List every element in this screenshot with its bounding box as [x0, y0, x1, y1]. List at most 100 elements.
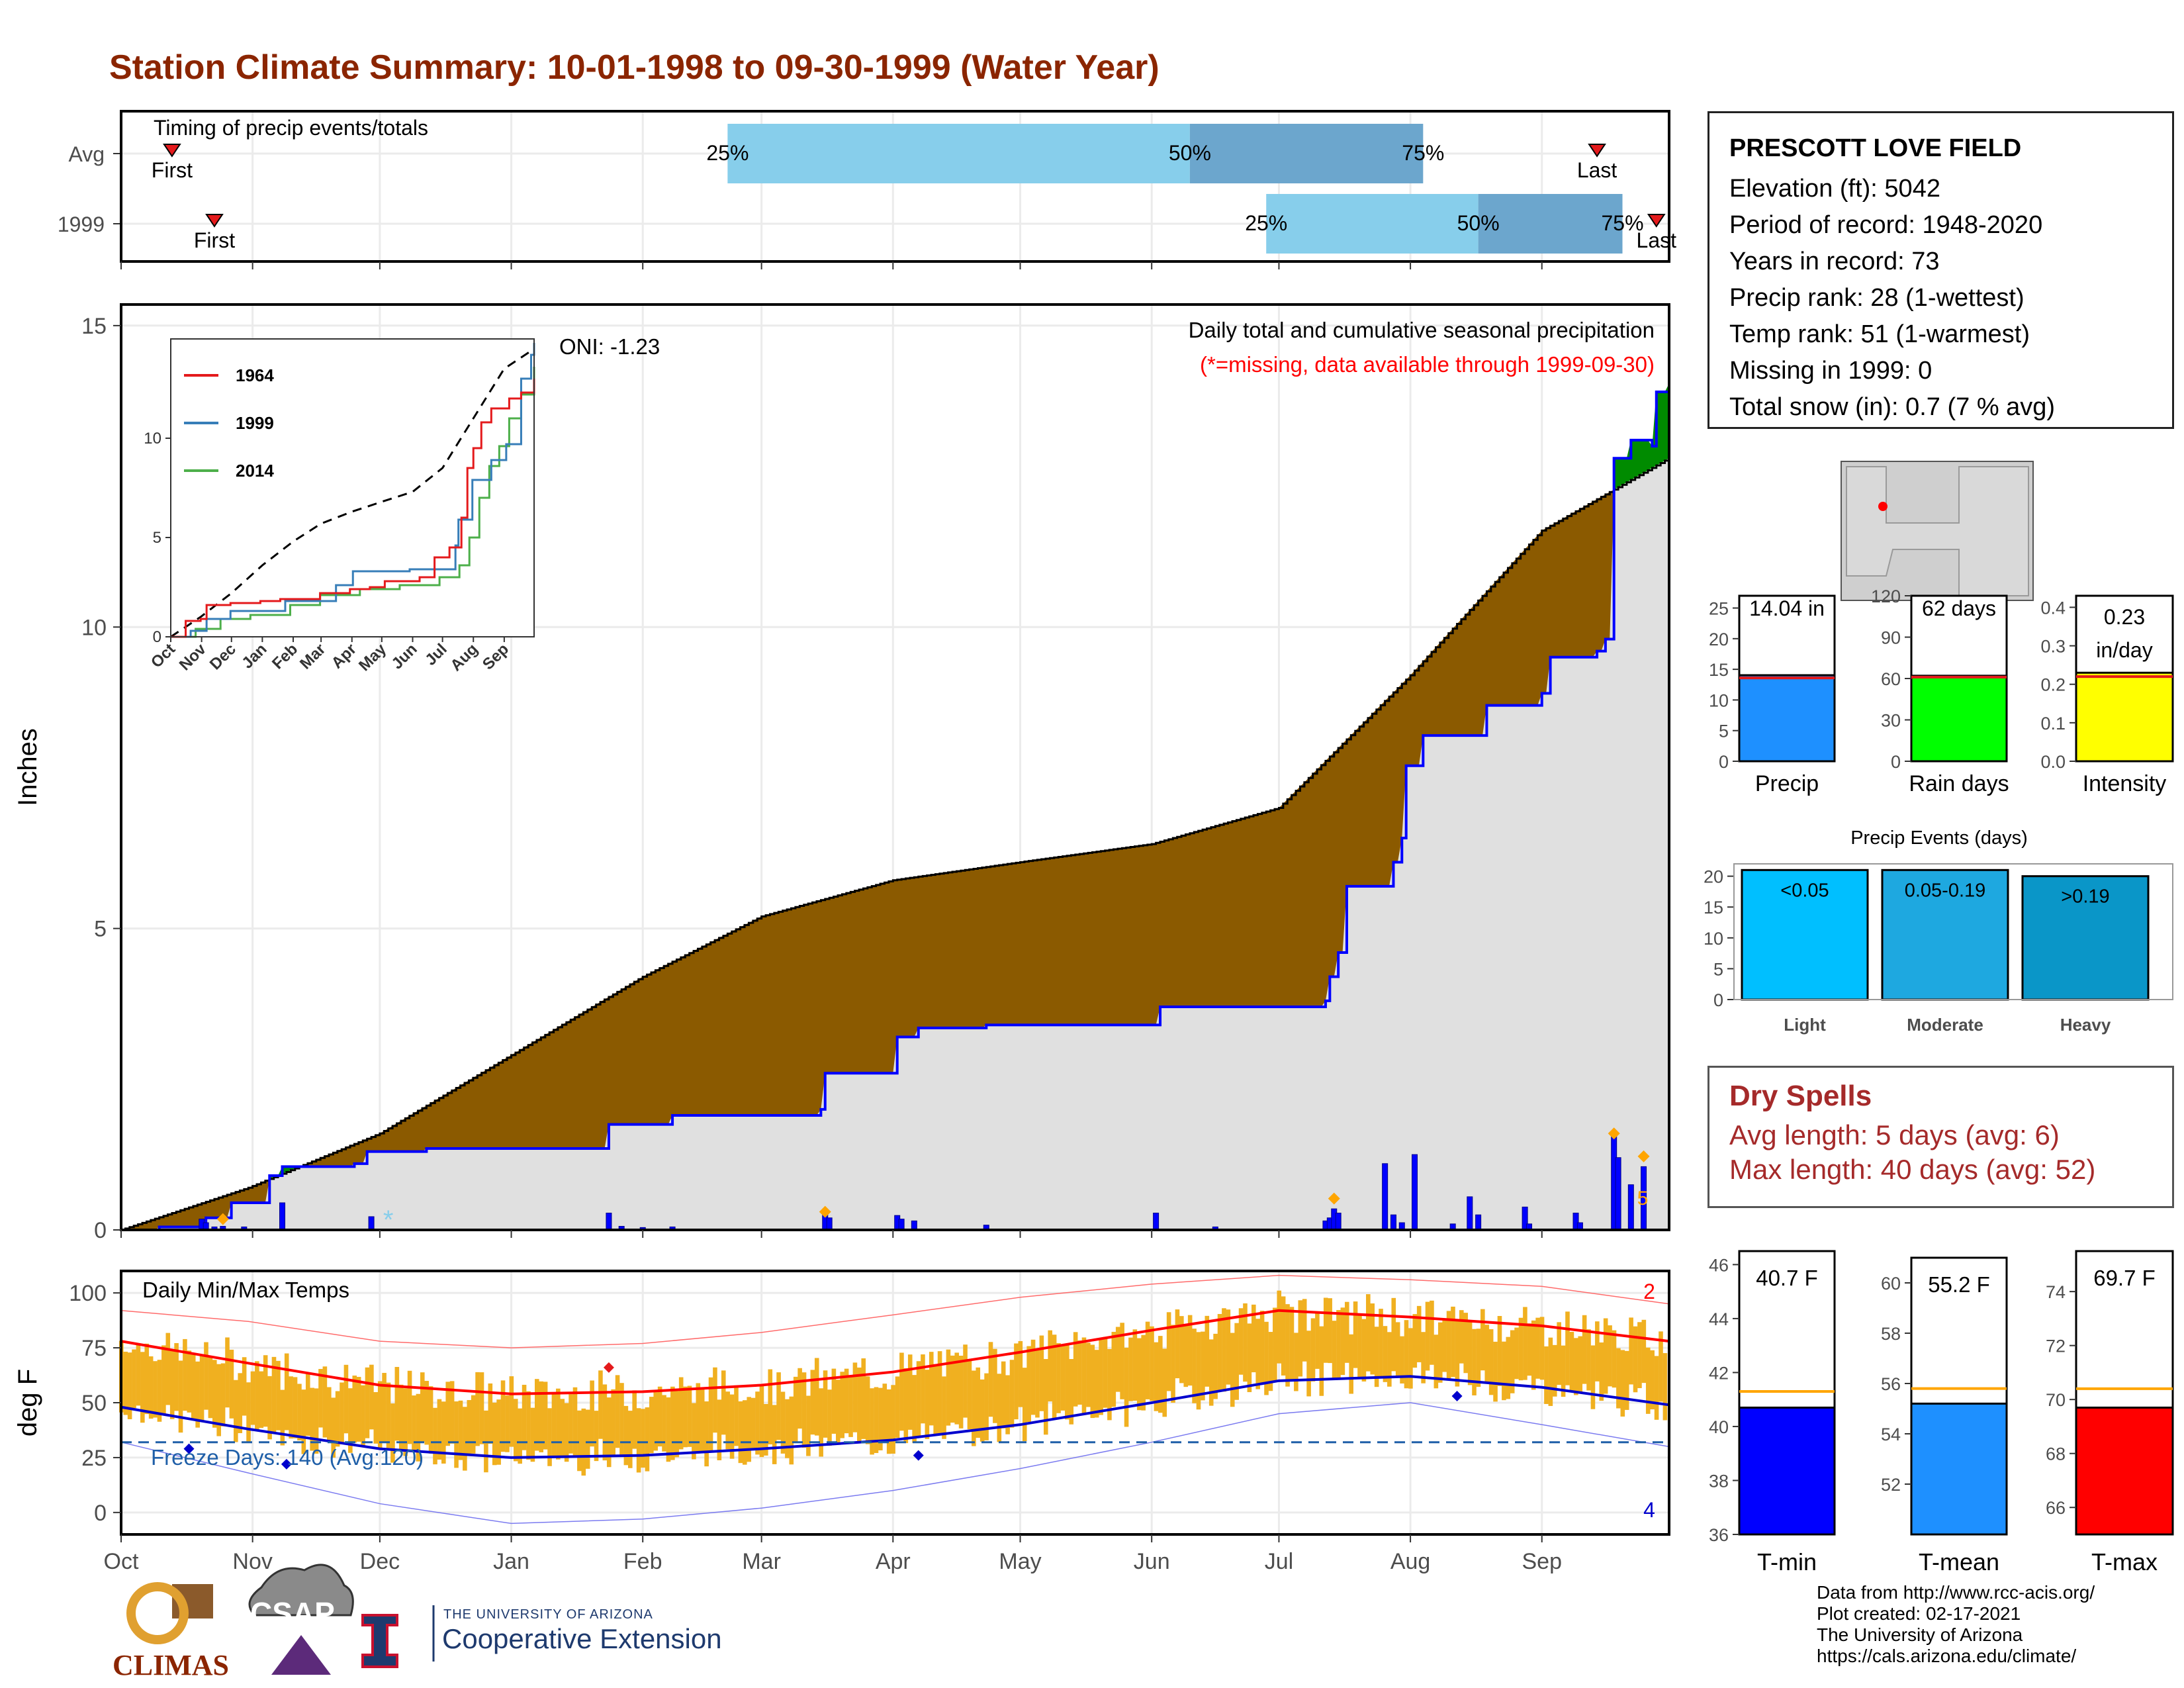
temps-daily-bar — [1183, 1325, 1189, 1387]
tempbar-ytick-label: 42 — [1709, 1363, 1729, 1383]
temps-daily-bar — [814, 1358, 819, 1436]
temps-daily-bar — [831, 1368, 837, 1434]
temps-daily-bar — [874, 1387, 879, 1454]
temps-daily-bar — [556, 1388, 561, 1460]
temps-ytick-label: 0 — [94, 1501, 107, 1526]
temps-daily-bar — [1421, 1332, 1426, 1383]
events-frame — [1733, 863, 2173, 1000]
temps-daily-bar — [946, 1349, 951, 1426]
tempbar-label: T-min — [1757, 1548, 1817, 1575]
temps-daily-bar — [496, 1399, 501, 1465]
temps-daily-bar — [979, 1379, 985, 1442]
temps-record-marker — [183, 1443, 195, 1454]
temps-daily-bar — [1416, 1305, 1422, 1362]
temps-daily-bar — [467, 1400, 472, 1456]
inset-ytick-label: 10 — [144, 430, 161, 447]
csap-logo-mountain — [271, 1635, 331, 1675]
precip-record-marker — [216, 1213, 229, 1225]
temps-daily-bar — [458, 1400, 463, 1460]
temps-daily-bar — [547, 1408, 552, 1466]
temps-daily-bar — [933, 1364, 938, 1435]
temps-record-low-line — [120, 1402, 1670, 1524]
temps-daily-bar — [1298, 1300, 1303, 1377]
temps-daily-bar — [692, 1403, 696, 1460]
temps-daily-bar — [479, 1372, 484, 1444]
temps-daily-bar — [870, 1388, 874, 1455]
temps-daily-bar — [1158, 1336, 1163, 1413]
temps-daily-bar — [267, 1376, 272, 1440]
temps-daily-bar — [165, 1333, 171, 1405]
temp-bars: 36 38 40 42 44 46 40.7 F T-min 52 54 56 58 60 55.2 F T… — [1709, 1250, 2174, 1575]
temps-ytick-label: 100 — [69, 1281, 107, 1306]
temps-daily-bar — [717, 1399, 722, 1460]
temps-record-marker — [1451, 1391, 1463, 1402]
temps-record-marker — [913, 1450, 924, 1461]
temps-daily-bar — [1259, 1311, 1265, 1385]
temps-daily-bar — [327, 1387, 332, 1440]
month-label: Jan — [493, 1549, 529, 1574]
temps-daily-bar — [356, 1377, 361, 1442]
temps-daily-bar — [1107, 1348, 1112, 1421]
temps-daily-bar — [424, 1381, 429, 1445]
credit-line: The University of Arizona — [1817, 1624, 2023, 1645]
ua-logo-small-text: THE UNIVERSITY OF ARIZONA — [443, 1607, 653, 1622]
inset-legend-label: 1999 — [236, 413, 274, 433]
events-ytick-label: 15 — [1704, 898, 1723, 917]
summary-ytick-label: 0.2 — [2040, 675, 2066, 695]
month-label: Feb — [623, 1549, 662, 1574]
temps-daily-bar — [475, 1372, 480, 1446]
timing-pct-label: 50% — [1457, 211, 1500, 235]
events-bar — [1881, 868, 2009, 1001]
temps-daily-bar — [789, 1396, 794, 1465]
tempbar-ytick-label: 44 — [1709, 1309, 1729, 1329]
temps-daily-bar — [1120, 1323, 1124, 1399]
summary-ytick-label: 90 — [1881, 628, 1901, 648]
timing-last-marker — [1588, 144, 1606, 158]
temps-daily-bar — [1081, 1337, 1087, 1415]
events-range-label: <0.05 — [1780, 880, 1829, 901]
temps-daily-bar — [751, 1397, 756, 1451]
temps-daily-bar — [242, 1357, 247, 1416]
temps-daily-bar — [1391, 1297, 1396, 1372]
dry-spells-box: Dry Spells Avg length: 5 days (avg: 6) M… — [1707, 1066, 2174, 1208]
temps-daily-bar — [1289, 1307, 1295, 1380]
inset-legend-label: 1964 — [236, 365, 274, 385]
temps-daily-bar — [569, 1394, 573, 1454]
temps-daily-bar — [721, 1370, 726, 1435]
precip-avg-cumulative-line — [121, 458, 1670, 1231]
precip-ytick-label: 5 — [94, 917, 107, 942]
temps-daily-bar — [891, 1385, 895, 1454]
station-elevation: Elevation (ft): 5042 — [1729, 175, 1940, 203]
timing-bar-50-75 — [1189, 124, 1424, 183]
temps-daily-bar — [1344, 1301, 1349, 1363]
temps-daily-bar — [1510, 1330, 1515, 1393]
summary-ytick-label: 20 — [1709, 630, 1729, 649]
temps-daily-bar — [208, 1357, 213, 1419]
temps-daily-bar — [1459, 1310, 1464, 1364]
events-bar-label: Heavy — [2060, 1015, 2111, 1035]
temps-daily-bar — [1128, 1337, 1133, 1401]
temps-daily-bar — [1328, 1298, 1332, 1364]
temps-daily-bar — [623, 1405, 629, 1466]
location-map — [1841, 461, 2034, 601]
temps-daily-bar — [1527, 1323, 1532, 1376]
logos-graphics — [126, 1564, 435, 1675]
temps-daily-bar — [216, 1364, 221, 1436]
temps-daily-bar — [1251, 1304, 1256, 1373]
temps-daily-bar — [310, 1387, 314, 1451]
temps-daily-bar — [764, 1403, 768, 1456]
temps-daily-bar — [1014, 1343, 1019, 1420]
temps-daily-bar — [403, 1388, 408, 1456]
temps-daily-bar — [743, 1400, 747, 1465]
temps-daily-bar — [1412, 1314, 1418, 1368]
temps-daily-bar — [225, 1337, 230, 1408]
tempbar-ytick-label: 38 — [1709, 1471, 1729, 1491]
temps-daily-bar — [976, 1367, 981, 1438]
temps-daily-bar — [1662, 1353, 1668, 1421]
temps-daily-bar — [899, 1352, 904, 1431]
precip-daily-bar — [826, 1217, 833, 1231]
temps-daily-bar — [420, 1372, 425, 1442]
temps-daily-bar — [1586, 1329, 1591, 1391]
temps-daily-bar — [687, 1385, 692, 1447]
